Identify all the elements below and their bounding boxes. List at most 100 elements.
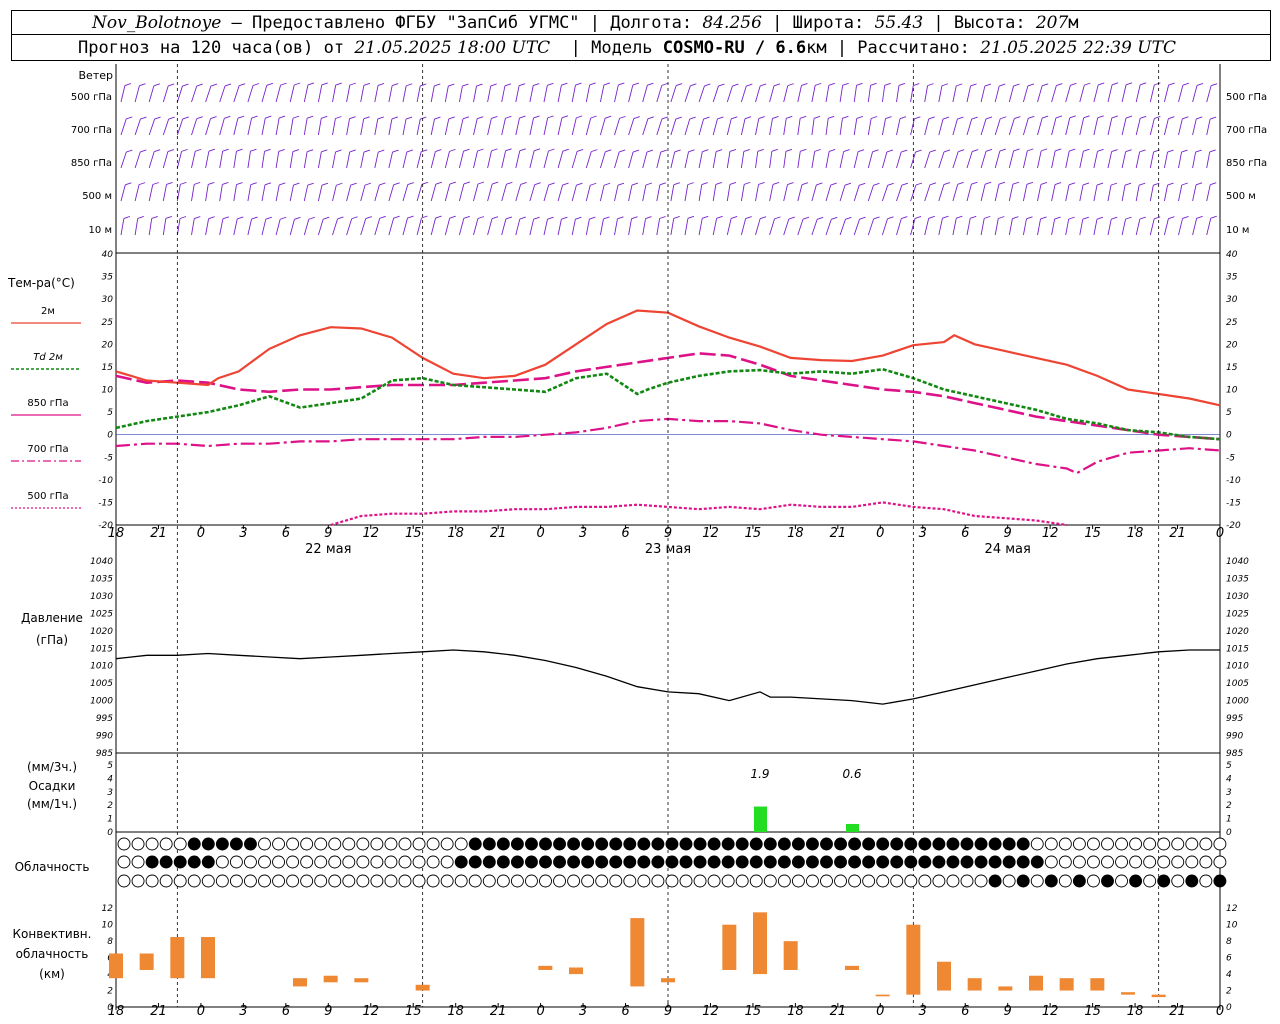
wind-barb-flag xyxy=(504,83,512,87)
wind-barb-flag xyxy=(365,216,372,219)
wind-barb-flag xyxy=(914,215,922,219)
conv-tick-right: 0 xyxy=(1226,1003,1232,1013)
cloud-cover-icon xyxy=(791,837,805,851)
wind-barb-flag xyxy=(859,216,866,220)
legend-label: 500 гПа xyxy=(27,491,68,502)
temp-tick-right: 5 xyxy=(1226,408,1232,418)
pressure-tick-left: 995 xyxy=(96,714,113,724)
wind-barb xyxy=(952,85,957,103)
wind-barb xyxy=(458,151,464,169)
cloud-cover-icon xyxy=(482,874,496,888)
wind-barb-flag xyxy=(336,182,343,186)
wind-barb xyxy=(825,219,832,236)
temp-tick-left: 40 xyxy=(102,250,114,260)
pressure-tick-right: 1015 xyxy=(1226,644,1249,654)
wind-barb xyxy=(1149,185,1154,202)
wind-barb xyxy=(430,151,436,169)
cloud-cover-icon xyxy=(1072,874,1086,888)
wind-barb xyxy=(416,151,422,169)
conv-tick-right: 6 xyxy=(1226,954,1232,964)
wind-barb-flag xyxy=(520,182,527,185)
wind-barb-flag xyxy=(701,182,708,185)
wind-barb-flag xyxy=(660,149,667,153)
wind-barb xyxy=(881,218,888,236)
wind-barb-flag xyxy=(1168,216,1175,220)
wind-barb-flag xyxy=(673,215,680,219)
conv-bar xyxy=(293,978,307,987)
wind-barb-flag xyxy=(575,216,582,220)
wind-barb xyxy=(374,118,379,136)
conv-bar xyxy=(630,918,645,987)
wind-barb-flag xyxy=(985,148,993,152)
wind-barb-flag xyxy=(406,149,414,153)
wind-barb-flag xyxy=(956,83,963,87)
wind-barb-flag xyxy=(576,182,583,186)
cloud-cover-icon xyxy=(890,837,904,851)
time-tick-label: 15 xyxy=(405,526,422,541)
time-tick-label: 12 xyxy=(1042,1004,1059,1019)
wind-barb-flag xyxy=(533,83,540,86)
conv-bar xyxy=(1059,978,1074,991)
wind-barb-flag xyxy=(1125,82,1133,86)
cloud-cover-icon xyxy=(693,874,707,888)
cloud-cover-icon xyxy=(651,855,665,869)
cloud-cover-icon xyxy=(1030,855,1044,869)
wind-barb-flag xyxy=(746,83,753,87)
temp-tick-right: -5 xyxy=(1226,453,1235,463)
temp-title: Тем-ра(°С) xyxy=(7,276,75,290)
wind-barb-flag xyxy=(732,83,739,87)
pressure-tick-right: 990 xyxy=(1226,732,1243,742)
wind-barb xyxy=(473,183,479,202)
wind-barb xyxy=(275,184,280,202)
wind-barb-flag xyxy=(462,116,470,120)
wind-barb-flag xyxy=(491,216,499,220)
wind-barb xyxy=(1093,117,1099,136)
time-tick-label: 6 xyxy=(282,1004,290,1019)
wind-barb-flag xyxy=(153,83,160,87)
wind-barb xyxy=(571,117,577,136)
cloud-cover-icon xyxy=(1157,874,1171,888)
wind-barb xyxy=(966,118,973,136)
time-tick-label: 0 xyxy=(1216,1004,1224,1019)
temp-tick-left: 0 xyxy=(107,431,113,441)
wind-barb xyxy=(402,151,408,169)
pressure-tick-left: 990 xyxy=(96,732,113,742)
time-tick-label: 6 xyxy=(961,1004,969,1019)
wind-barb-flag xyxy=(631,182,639,186)
cloud-cover-icon xyxy=(272,874,285,888)
wind-barb-flag xyxy=(899,116,907,120)
wind-barb xyxy=(811,219,818,236)
conv-bar xyxy=(415,984,430,991)
wind-barb-flag xyxy=(957,116,964,120)
precip-title: Осадки xyxy=(29,779,76,793)
wind-barb xyxy=(614,218,618,236)
cloud-cover-icon xyxy=(468,837,482,851)
wind-barb xyxy=(712,85,719,103)
wind-barb-flag xyxy=(1054,148,1062,152)
cloud-cover-icon xyxy=(356,874,370,888)
cloud-cover-icon xyxy=(595,874,609,888)
wind-barb-flag xyxy=(1139,216,1147,220)
wind-barb-flag xyxy=(802,216,810,220)
wind-barb-flag xyxy=(321,82,328,86)
wind-barb-flag xyxy=(561,82,568,86)
cloud-cover-icon xyxy=(525,837,538,851)
wind-barb-flag xyxy=(349,149,356,153)
wind-barb xyxy=(1051,150,1056,169)
cloud-cover-icon xyxy=(300,837,314,851)
cloud-cover-icon xyxy=(243,874,257,888)
wind-barb-flag xyxy=(1013,83,1020,87)
wind-barb xyxy=(867,218,875,236)
wind-barb-flag xyxy=(785,148,793,152)
wind-barb xyxy=(346,218,353,236)
wind-barb xyxy=(994,150,1001,169)
wind-barb-flag xyxy=(337,216,344,220)
cloud-cover-icon xyxy=(1185,837,1199,851)
day-label: 24 мая xyxy=(985,542,1031,557)
cloud-cover-icon xyxy=(426,837,440,851)
wind-barb-flag xyxy=(407,215,414,219)
wind-barb xyxy=(1079,85,1085,103)
wind-barb xyxy=(769,151,773,169)
cloud-cover-icon xyxy=(440,874,454,888)
wind-barb xyxy=(670,151,676,169)
